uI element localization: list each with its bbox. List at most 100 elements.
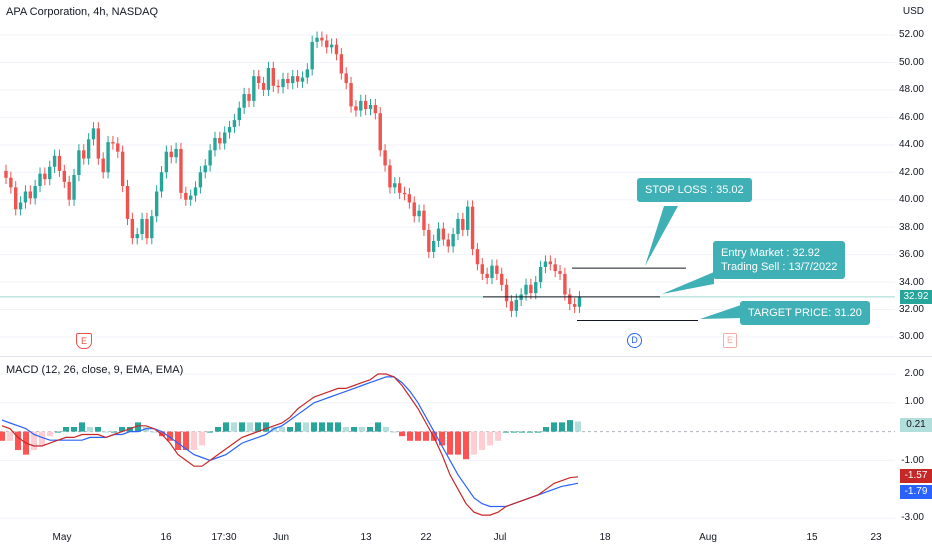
candle-body xyxy=(363,100,368,110)
candle-body xyxy=(62,170,67,182)
candle-body xyxy=(23,191,28,203)
candle-body xyxy=(96,128,101,159)
candle-body xyxy=(48,166,52,180)
candle-body xyxy=(378,113,382,151)
candle-body xyxy=(286,78,290,84)
candle-body xyxy=(261,83,266,90)
pane-separator[interactable] xyxy=(0,356,932,357)
candle-body xyxy=(67,181,71,200)
signal-value-tag: -1.79 xyxy=(900,485,932,499)
candle-body xyxy=(524,284,528,295)
macd-histogram-bar xyxy=(103,431,109,433)
macd-histogram-bar xyxy=(79,422,85,432)
price-tick: 42.00 xyxy=(898,167,924,178)
price-tick: 52.00 xyxy=(898,29,924,40)
candle-body xyxy=(320,37,324,41)
candle-body xyxy=(111,142,115,144)
macd-histogram-bar xyxy=(327,422,333,432)
earnings-marker-upcoming[interactable]: E xyxy=(723,333,737,348)
candle-body xyxy=(28,191,32,199)
candle-body xyxy=(169,151,173,158)
candle-body xyxy=(150,216,154,239)
macd-histogram-bar xyxy=(191,431,197,451)
macd-histogram-bar xyxy=(263,422,269,432)
macd-tick: -1.00 xyxy=(901,455,924,466)
candle-body xyxy=(485,273,489,278)
candle-body xyxy=(568,294,572,305)
candle-body xyxy=(315,37,319,42)
time-tick: Aug xyxy=(699,532,717,543)
entry-callout[interactable]: Entry Market : 32.92 Trading Sell : 13/7… xyxy=(713,241,846,279)
time-tick: May xyxy=(52,532,72,543)
time-tick: Jul xyxy=(493,532,507,543)
earnings-marker[interactable]: E xyxy=(76,333,92,349)
price-tick: 48.00 xyxy=(898,84,924,95)
target-pointer xyxy=(700,305,741,319)
target-callout[interactable]: TARGET PRICE: 31.20 xyxy=(740,301,870,325)
hist-value-tag: 0.21 xyxy=(900,418,932,432)
candle-body xyxy=(295,76,300,82)
macd-histogram-bar xyxy=(351,426,357,432)
macd-histogram-bar xyxy=(479,431,485,451)
time-tick: 18 xyxy=(599,532,611,543)
macd-histogram-bar xyxy=(7,431,13,441)
candle-body xyxy=(334,44,339,55)
time-tick: 13 xyxy=(360,532,372,543)
macd-histogram-bar xyxy=(359,426,365,432)
candle-body xyxy=(383,150,387,166)
macd-histogram-bar xyxy=(439,431,445,446)
macd-histogram-bar xyxy=(63,426,69,432)
price-tick: 44.00 xyxy=(898,139,924,150)
macd-histogram-bar xyxy=(527,431,533,433)
macd-histogram-bar xyxy=(455,431,461,455)
candle-body xyxy=(373,105,378,114)
candle-body xyxy=(52,155,57,167)
candle-body xyxy=(116,143,120,152)
candle-body xyxy=(577,297,582,307)
candle-body xyxy=(14,187,18,210)
macd-histogram-bar xyxy=(407,431,413,441)
macd-tick: 2.00 xyxy=(904,368,924,379)
candle-body xyxy=(495,265,499,274)
candle-body xyxy=(82,150,86,159)
macd-histogram-bar xyxy=(311,422,317,432)
macd-histogram-bar xyxy=(175,431,181,451)
candle-body xyxy=(427,229,431,252)
macd-histogram-bar xyxy=(399,431,405,437)
time-tick: 16 xyxy=(160,532,172,543)
candle-body xyxy=(349,83,353,107)
macd-histogram-bar xyxy=(471,431,477,455)
candle-body xyxy=(18,202,23,210)
candle-body xyxy=(466,206,470,230)
candle-body xyxy=(266,67,271,90)
candle-body xyxy=(57,155,62,171)
macd-histogram-bar xyxy=(575,421,581,432)
candle-body xyxy=(402,192,407,195)
stop-loss-callout[interactable]: STOP LOSS : 35.02 xyxy=(637,178,752,202)
macd-histogram-bar xyxy=(39,431,45,446)
candle-body xyxy=(553,264,557,272)
macd-histogram-bar xyxy=(255,422,261,432)
macd-histogram-bar xyxy=(295,422,301,432)
candle-body xyxy=(252,76,256,101)
candle-body xyxy=(271,67,275,86)
time-tick: Jun xyxy=(272,532,290,543)
macd-histogram-bar xyxy=(55,431,61,433)
dividend-marker[interactable]: D xyxy=(627,333,642,348)
trading-sell-text: Trading Sell : 13/7/2022 xyxy=(721,261,838,273)
currency-label: USD xyxy=(902,6,924,17)
candle-body xyxy=(538,266,543,283)
candle-body xyxy=(359,100,363,111)
candle-body xyxy=(106,142,110,173)
macd-histogram-bar xyxy=(247,422,253,432)
candle-body xyxy=(164,151,169,173)
candle-body xyxy=(242,94,246,108)
macd-histogram-bar xyxy=(383,426,389,432)
candle-body xyxy=(77,150,81,176)
macd-histogram-bar xyxy=(0,431,5,441)
candle-body xyxy=(310,41,314,70)
candle-body xyxy=(174,148,178,158)
candle-body xyxy=(179,148,183,193)
